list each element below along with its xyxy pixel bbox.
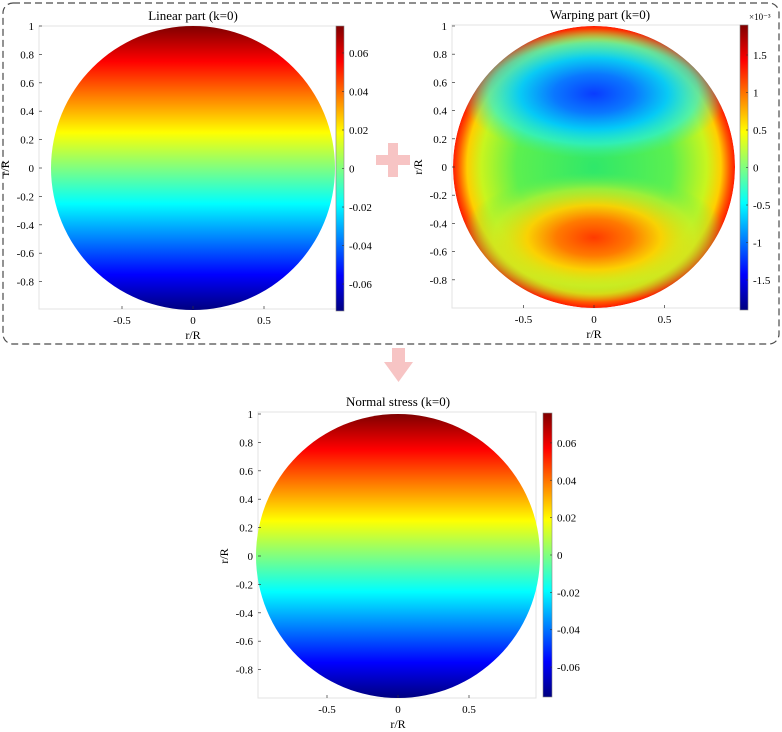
colorbar-tick-label: 1.5 (753, 50, 767, 62)
colorbar-tick-label: 0.06 (557, 438, 577, 450)
plus-icon (376, 143, 410, 177)
chart-title: Warping part (k=0) (550, 7, 650, 22)
y-tick-label: 0.2 (20, 135, 34, 147)
down-arrow-icon (384, 348, 413, 382)
y-tick-label: 0 (442, 162, 448, 174)
colorbar-tick-label: -0.06 (349, 279, 372, 291)
y-axis-label: r/R (411, 159, 425, 174)
colorbar-tick-label: 0.04 (349, 86, 369, 98)
y-tick-label: 1 (248, 409, 254, 421)
y-tick-label: 0.4 (239, 494, 253, 506)
x-tick-label: -0.5 (113, 315, 131, 327)
y-tick-label: -0.4 (236, 608, 254, 620)
colorbar-tick-label: 0 (557, 550, 563, 562)
chart-title: Normal stress (k=0) (346, 394, 450, 409)
x-axis-label: r/R (185, 328, 200, 342)
y-tick-label: -0.2 (17, 191, 34, 203)
y-tick-label: 0.6 (239, 466, 253, 478)
colorbar-tick-label: 0.02 (349, 125, 368, 137)
colorbar-tick-label: -0.02 (557, 587, 580, 599)
y-tick-label: 0.4 (20, 106, 34, 118)
y-tick-label: 0 (248, 551, 254, 563)
plus-vertical-bar (388, 143, 398, 177)
y-tick-label: 1 (442, 21, 448, 33)
colorbar-exponent: ×10⁻³ (749, 12, 771, 22)
colorbar-tick-label: 0.04 (557, 475, 577, 487)
arrow-head (384, 362, 413, 382)
stress-disk (256, 414, 540, 698)
y-tick-label: -0.6 (430, 247, 448, 259)
y-tick-label: 0.2 (239, 523, 253, 535)
colorbar-tick-label: 0.06 (349, 48, 369, 60)
colorbar-tick-label: -0.04 (557, 625, 580, 637)
y-tick-label: 0.6 (20, 78, 34, 90)
panel-warping: Warping part (k=0) 1 0.8 0.6 0.4 0.2 0 -0.2 -0.4… (411, 7, 771, 341)
y-tick-label: 0 (29, 163, 35, 175)
colorbar-tick-label: -0.02 (349, 202, 372, 214)
panel-linear: Linear part (k=0) 1 0.8 0.6 0.4 0.2 0 -0.2 -0.4 -… (0, 8, 372, 342)
y-tick-label: 0.8 (20, 49, 34, 61)
y-tick-label: 0.6 (433, 77, 447, 89)
colorbar-tick-label: 0.5 (753, 125, 767, 137)
y-axis-label: r/R (0, 160, 12, 175)
y-tick-label: -0.2 (236, 579, 253, 591)
x-tick-label: 0.5 (462, 704, 476, 716)
y-tick-label: 1 (29, 21, 35, 33)
y-tick-label: -0.8 (17, 277, 35, 289)
x-tick-label: -0.5 (318, 704, 336, 716)
y-tick-label: 0.8 (433, 49, 447, 61)
x-tick-label: 0 (190, 315, 196, 327)
y-tick-label: 0.2 (433, 134, 447, 146)
colorbar-tick-label: 1 (753, 88, 759, 100)
y-tick-label: -0.4 (17, 220, 35, 232)
x-tick-label: 0 (591, 314, 597, 326)
x-axis-label: r/R (390, 717, 405, 731)
stress-disk (51, 26, 335, 310)
grouping-frame (2, 2, 780, 345)
panel-normal: Normal stress (k=0) 1 0.8 0.6 0.4 0.2 0 -0.2 -0.… (217, 394, 580, 731)
colorbar-tick-label: -0.04 (349, 241, 372, 253)
y-axis-label: r/R (217, 548, 231, 563)
colorbar-tick-label: 0 (349, 164, 355, 176)
colorbar-tick-label: -0.5 (753, 200, 771, 212)
y-tick-label: -0.8 (236, 665, 254, 677)
lower-positive-lobe (460, 172, 728, 303)
x-tick-label: 0.5 (257, 315, 271, 327)
warping-disk (453, 26, 735, 308)
y-tick-label: 0.4 (433, 106, 447, 118)
arrow-shaft (392, 348, 405, 364)
colorbar-tick-label: -0.06 (557, 662, 580, 674)
y-tick-label: -0.2 (430, 190, 447, 202)
x-axis-label: r/R (586, 327, 601, 341)
y-tick-label: -0.6 (17, 248, 35, 260)
colorbar-tick-label: -1 (753, 238, 762, 250)
colorbar-tick-label: -1.5 (753, 275, 771, 287)
x-tick-label: 0.5 (658, 314, 672, 326)
y-tick-label: -0.8 (430, 275, 448, 287)
y-tick-label: -0.6 (236, 636, 254, 648)
colorbar-tick-label: 0 (753, 163, 759, 175)
panels: Linear part (k=0) 1 0.8 0.6 0.4 0.2 0 -0.2 -0.4 -… (0, 7, 771, 731)
colorbar-tick-label: 0.02 (557, 513, 576, 525)
chart-title: Linear part (k=0) (148, 8, 238, 23)
x-tick-label: -0.5 (515, 314, 533, 326)
y-tick-label: -0.4 (430, 218, 448, 230)
y-tick-label: 0.8 (239, 437, 253, 449)
upper-negative-lobe (460, 28, 728, 159)
x-tick-label: 0 (395, 704, 401, 716)
